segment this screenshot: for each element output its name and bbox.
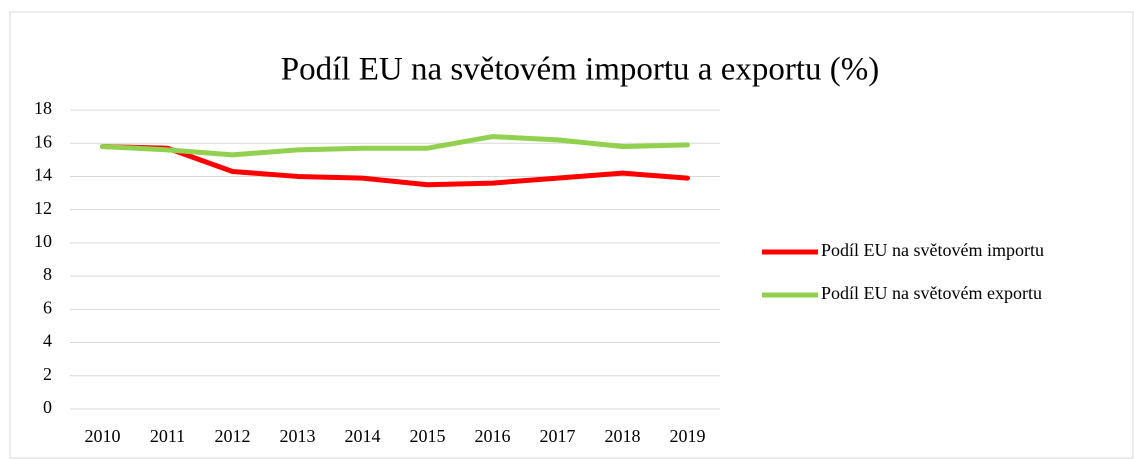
x-tick-label: 2016 (475, 426, 511, 446)
y-tick-label: 18 (34, 98, 52, 118)
legend-label: Podíl EU na světovém importu (821, 240, 1044, 260)
y-tick-label: 2 (43, 364, 52, 384)
y-tick-label: 4 (43, 331, 52, 351)
x-tick-label: 2015 (410, 426, 446, 446)
legend-label: Podíl EU na světovém exportu (821, 283, 1042, 303)
y-tick-label: 14 (34, 165, 52, 185)
chart-border (9, 11, 1134, 459)
y-tick-label: 8 (43, 264, 52, 284)
x-tick-label: 2018 (605, 426, 641, 446)
series-line (100, 144, 690, 188)
y-tick-label: 16 (34, 131, 52, 151)
y-tick-label: 12 (34, 198, 52, 218)
x-tick-label: 2014 (345, 426, 381, 446)
y-tick-label: 10 (34, 231, 52, 251)
series-line (100, 134, 690, 158)
x-tick-label: 2010 (85, 426, 121, 446)
x-tick-label: 2019 (670, 426, 706, 446)
x-tick-label: 2012 (215, 426, 251, 446)
y-tick-label: 6 (43, 297, 52, 317)
chart-title: Podíl EU na světovém importu a exportu (… (281, 52, 879, 88)
x-tick-label: 2011 (150, 426, 185, 446)
y-tick-label: 0 (43, 397, 52, 417)
x-tick-label: 2017 (540, 426, 576, 446)
x-tick-label: 2013 (280, 426, 316, 446)
